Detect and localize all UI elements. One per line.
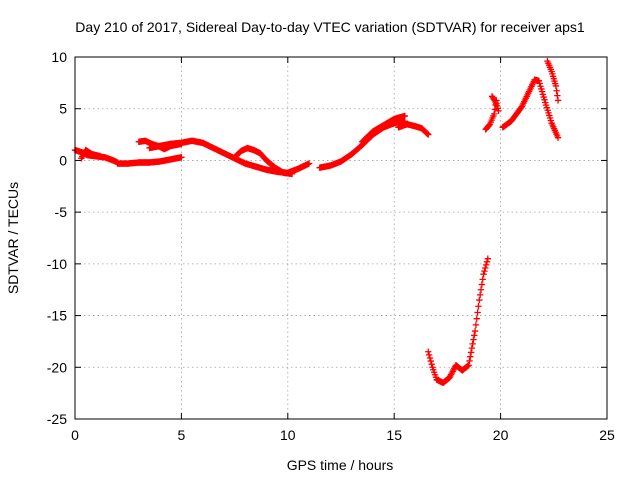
data-point [467, 353, 474, 360]
data-point [491, 106, 499, 113]
x-tick-label: 15 [386, 427, 402, 443]
data-point [426, 354, 434, 362]
y-axis-label: SDTVAR / TECUs [5, 182, 21, 294]
data-point [425, 351, 433, 359]
series-segment-9 [425, 255, 492, 386]
y-tick-label: -20 [47, 359, 67, 375]
y-tick-label: -10 [47, 256, 67, 272]
plot-frame [74, 56, 608, 420]
series-segment-1 [78, 146, 104, 162]
data-point [475, 303, 482, 310]
data-point [472, 321, 480, 329]
data-point [482, 264, 489, 272]
data-point [553, 87, 560, 94]
series-segment-10 [482, 97, 500, 133]
x-tick-label: 25 [599, 427, 615, 443]
x-tick-label: 5 [178, 427, 186, 443]
data-point [427, 357, 435, 365]
data-point [492, 98, 499, 106]
series-segment-12 [499, 76, 562, 141]
data-point [484, 255, 492, 262]
data-point [476, 291, 484, 299]
data-point [552, 82, 560, 90]
data-point [474, 309, 481, 316]
data-point [554, 92, 561, 99]
data-point [554, 134, 562, 141]
data-point [428, 360, 435, 368]
data-point [401, 112, 409, 120]
series-segment-13 [544, 57, 562, 104]
data-point [476, 296, 483, 304]
data-point [305, 160, 313, 167]
series-segment-4 [146, 137, 313, 177]
grid [75, 57, 607, 419]
data-point [468, 344, 476, 352]
series-segment-2 [114, 154, 185, 167]
data-point [465, 362, 472, 369]
data-point [483, 258, 491, 265]
data-point [478, 281, 486, 288]
data-point [425, 131, 432, 138]
x-tick-label: 20 [493, 427, 509, 443]
data-point [467, 349, 475, 356]
axis-ticks: 0 5 10 15 20 25 10 5 0 -5 -10 -15 -20 -25 [47, 49, 615, 443]
data-point [470, 336, 477, 343]
series-segment-8 [395, 121, 432, 138]
data-point [471, 332, 478, 339]
chart-title: Day 210 of 2017, Sidereal Day-to-day VTE… [75, 19, 585, 35]
data-point [471, 327, 479, 335]
y-tick-label: 10 [51, 49, 67, 65]
data-series [71, 57, 562, 386]
y-tick-label: -5 [55, 204, 68, 220]
x-axis-label: GPS time / hours [287, 457, 394, 473]
series-segment-5 [231, 144, 296, 178]
data-point [477, 286, 485, 293]
data-point [288, 170, 296, 178]
series-segment-7 [359, 112, 409, 146]
data-point [554, 97, 562, 104]
x-tick-label: 0 [71, 427, 79, 443]
data-point [425, 348, 432, 355]
data-point [178, 154, 185, 161]
data-point [495, 107, 502, 114]
data-point [481, 267, 488, 275]
data-point [424, 130, 431, 137]
data-point [482, 261, 490, 269]
y-tick-label: -15 [47, 308, 67, 324]
data-point [469, 340, 476, 348]
y-tick-label: 0 [59, 152, 67, 168]
data-point [480, 271, 487, 278]
series-segment-11 [488, 93, 502, 114]
y-tick-label: 5 [59, 101, 67, 117]
y-tick-label: -25 [47, 411, 67, 427]
x-tick-label: 10 [280, 427, 296, 443]
data-point [473, 315, 480, 322]
data-point [466, 357, 473, 365]
data-point [97, 153, 104, 160]
data-point [479, 276, 486, 283]
data-point [491, 110, 498, 118]
